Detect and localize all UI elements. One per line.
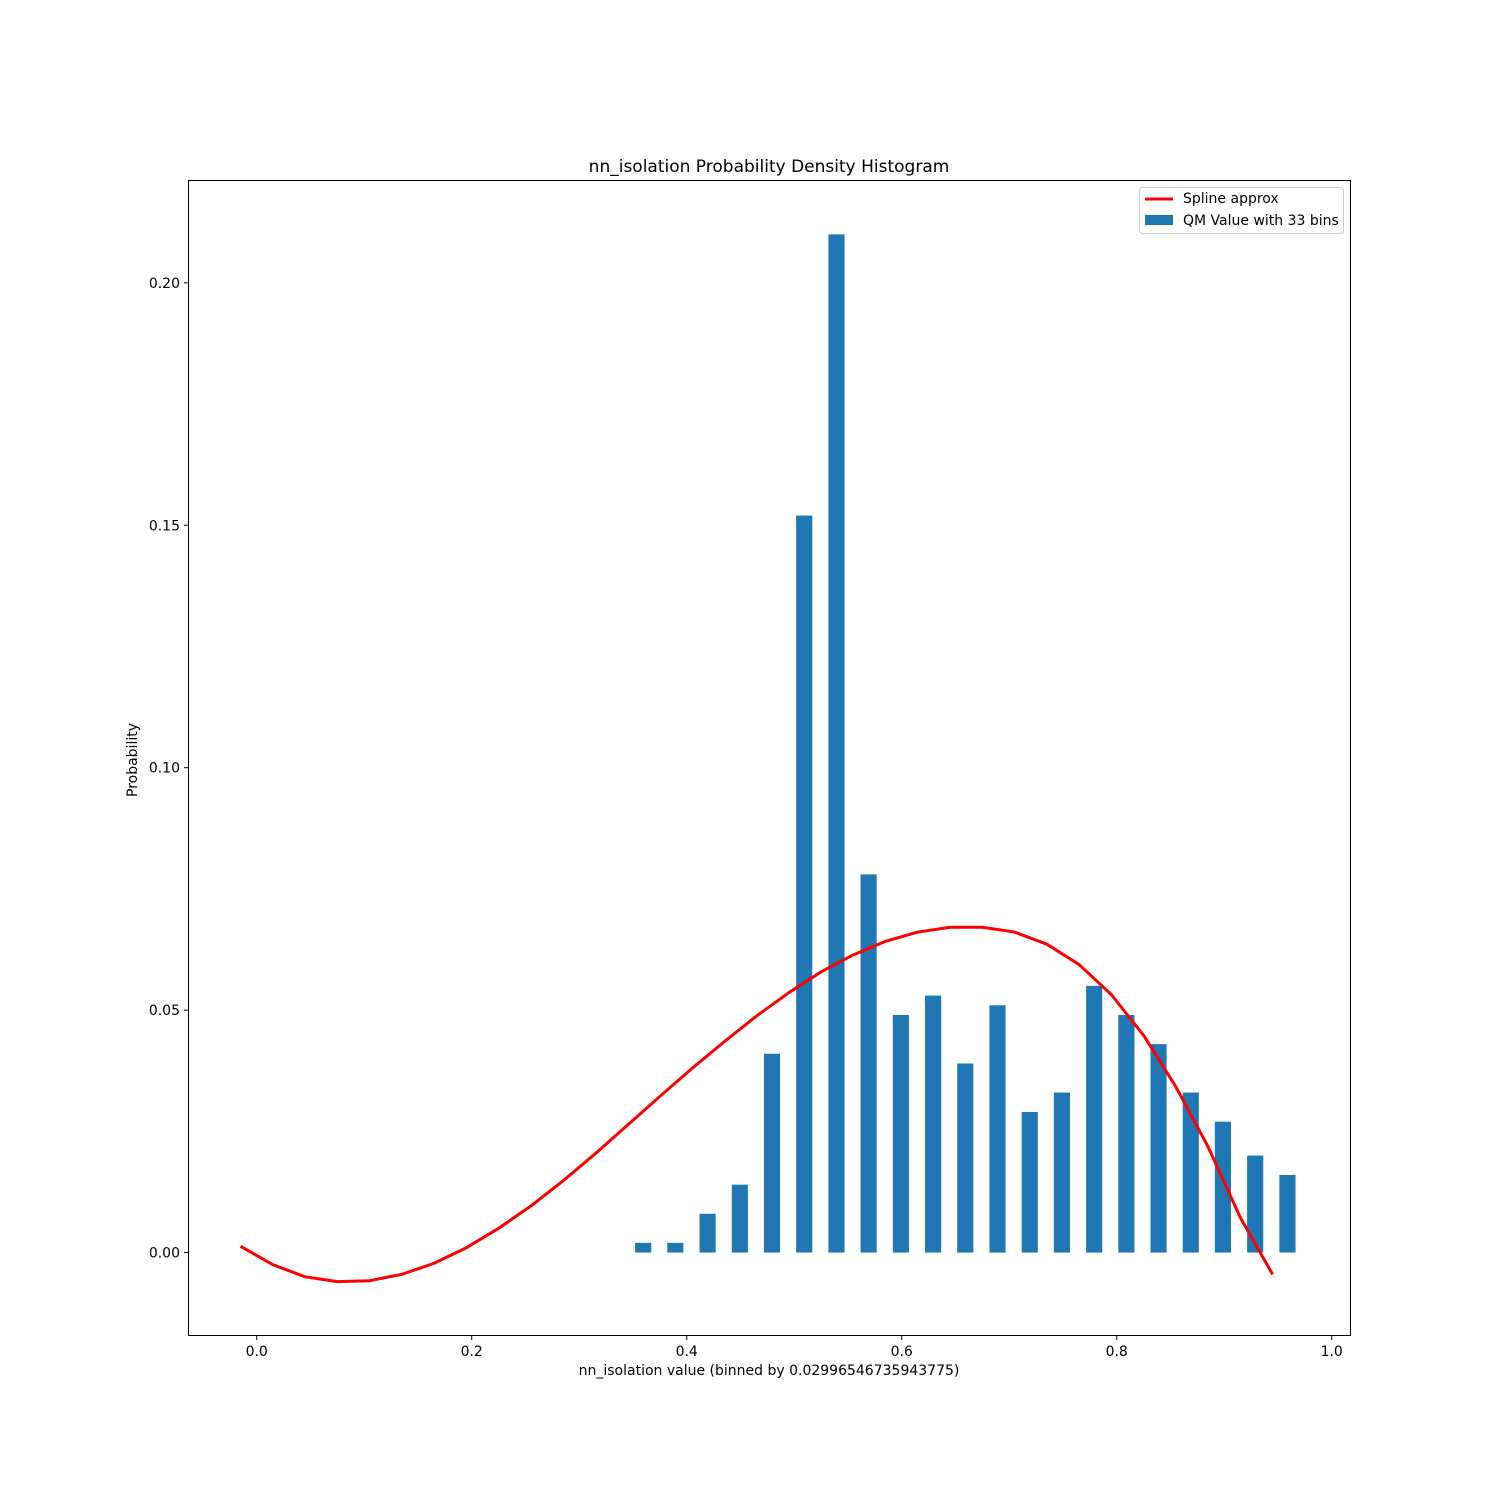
y-axis-label: Probability [125, 723, 141, 797]
histogram-bar [699, 1213, 716, 1253]
histogram-bar [1150, 1044, 1167, 1253]
spline-layer [239, 925, 1274, 1284]
histogram-bar [731, 1184, 748, 1253]
y-tick-label: 0.05 [149, 1003, 180, 1019]
plot-frame [188, 180, 1351, 1336]
histogram-bar [1247, 1155, 1264, 1253]
legend: Spline approx QM Value with 33 bins [1139, 187, 1344, 234]
spline-line [239, 925, 1274, 1284]
x-tick-label: 0.6 [891, 1344, 913, 1360]
y-tick-label: 0.00 [149, 1246, 180, 1262]
y-axis: 0.00 0.05 0.10 0.15 0.20 [149, 276, 189, 1262]
histogram-bar [828, 234, 845, 1253]
histogram-bar [957, 1063, 974, 1253]
legend-box [1139, 187, 1344, 234]
x-tick-label: 0.4 [676, 1344, 698, 1360]
histogram-bar [635, 1242, 652, 1253]
legend-spline-label: Spline approx [1183, 191, 1279, 207]
histogram-bar [1086, 985, 1103, 1253]
y-tick-label: 0.15 [149, 518, 180, 534]
y-tick-label: 0.10 [149, 761, 180, 777]
histogram-bar [1182, 1092, 1199, 1253]
histogram-bar [667, 1242, 684, 1253]
histogram-bar [1279, 1174, 1296, 1253]
x-axis: 0.0 0.2 0.4 0.6 0.8 1.0 [246, 1335, 1343, 1360]
y-tick-label: 0.20 [149, 276, 180, 292]
x-axis-label: nn_isolation value (binned by 0.02996546… [579, 1363, 960, 1379]
legend-bars-swatch [1145, 215, 1173, 225]
chart-title: nn_isolation Probability Density Histogr… [589, 157, 950, 177]
histogram-bar [925, 995, 942, 1253]
histogram-bar [1021, 1111, 1038, 1253]
x-tick-label: 0.2 [461, 1344, 483, 1360]
bars-layer [635, 234, 1296, 1253]
histogram-bar [989, 1005, 1006, 1253]
histogram-bar [796, 515, 813, 1253]
histogram-bar [1053, 1092, 1070, 1253]
x-tick-label: 1.0 [1321, 1344, 1343, 1360]
histogram-bar [763, 1053, 781, 1253]
histogram-bar [1118, 1014, 1135, 1253]
x-tick-label: 0.0 [246, 1344, 268, 1360]
histogram-bar [860, 874, 877, 1253]
x-tick-label: 0.8 [1106, 1344, 1128, 1360]
histogram-bar [1214, 1121, 1231, 1253]
legend-bars-label: QM Value with 33 bins [1183, 213, 1339, 229]
histogram-bar [892, 1014, 909, 1253]
